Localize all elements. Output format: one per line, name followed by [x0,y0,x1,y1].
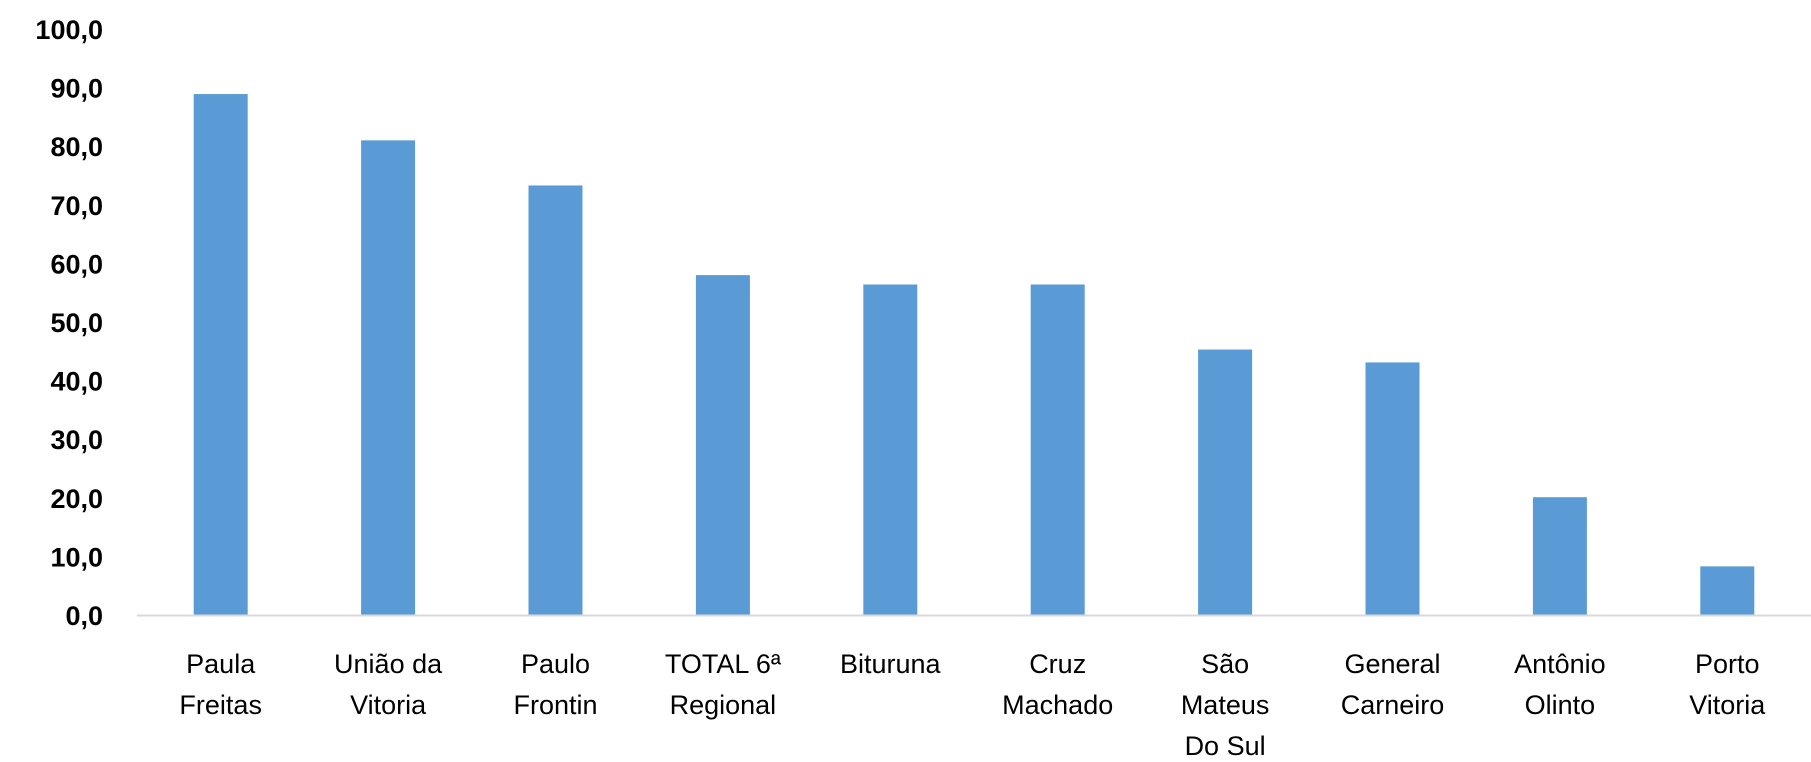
y-tick-label: 10,0 [50,542,103,572]
bar [528,185,583,615]
x-tick-label: União da Vitoria [334,649,443,720]
x-tick-label: São Mateus Do Sul [1181,649,1270,761]
x-tick-label: Porto Vitoria [1689,649,1766,720]
x-axis-labels: Paula Freitas União da Vitoria Paulo Frontin T… [179,649,1766,761]
y-tick-label: 20,0 [50,484,103,514]
y-tick-label: 40,0 [50,367,103,397]
y-tick-label: 80,0 [50,132,103,162]
y-tick-label: 50,0 [50,308,103,338]
bars [193,94,1755,615]
x-tick-label: General Carneiro [1341,649,1445,720]
x-tick-label: Bituruna [840,649,942,679]
y-tick-label: 30,0 [50,425,103,455]
bar [863,284,918,615]
bar [1030,284,1085,615]
y-tick-label: 90,0 [50,74,103,104]
y-axis-ticks: 0,0 10,0 20,0 30,0 40,0 50,0 60,0 70,0 80,0 90,0 1… [35,15,103,631]
bar [361,140,416,615]
x-tick-label: Antônio Olinto [1514,649,1606,720]
x-tick-label: TOTAL 6ª Regional [665,649,782,720]
y-tick-label: 60,0 [50,249,103,279]
bar [1198,349,1253,615]
y-tick-label: 70,0 [50,191,103,221]
bar [1532,497,1587,615]
x-tick-label: Paulo Frontin [513,649,597,720]
bar [695,275,750,615]
y-tick-label: 100,0 [35,15,103,45]
bar [1700,566,1755,615]
y-tick-label: 0,0 [65,601,103,631]
bar [193,94,248,615]
x-tick-label: Cruz Machado [1002,649,1113,720]
bar [1365,362,1420,615]
x-tick-label: Paula Freitas [179,649,262,720]
